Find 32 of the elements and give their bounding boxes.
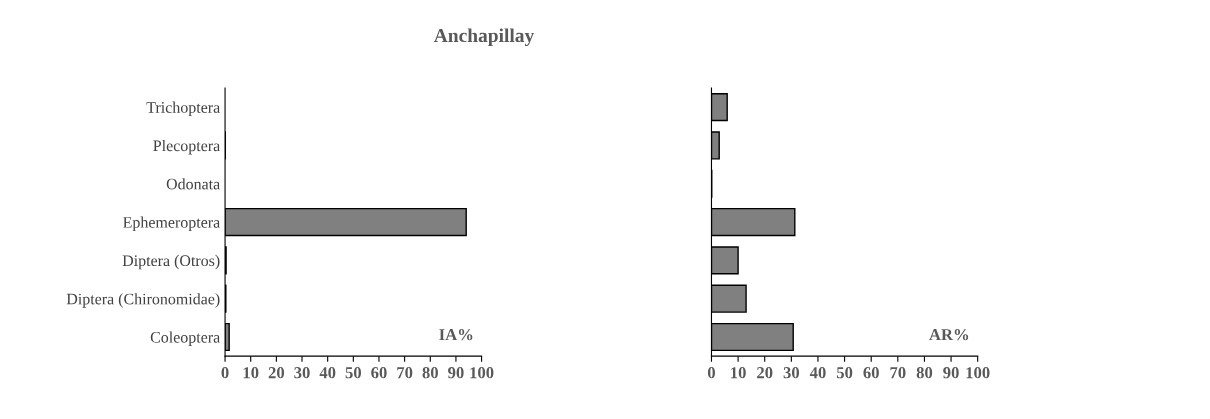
x-tick-label: 70 [890, 367, 906, 379]
x-tick-label: 30 [783, 367, 800, 379]
y-tick-label: Diptera (Otros) [122, 254, 220, 270]
x-tick-label: 10 [731, 367, 746, 379]
y-tick-label: Diptera (Chironomidae) [66, 293, 220, 308]
x-tick-label: 40 [319, 367, 336, 379]
chart-title: Anchapillay [433, 28, 535, 47]
y-tick-label: Trichoptera [146, 101, 220, 117]
x-tick-label: 20 [757, 367, 773, 379]
x-tick-label: 80 [422, 367, 438, 379]
x-tick-label: 100 [470, 367, 494, 379]
x-tick-label: 50 [345, 367, 362, 379]
x-tick-label: 30 [294, 367, 310, 379]
y-tick-label: Plecoptera [153, 139, 220, 155]
x-tick-label: 100 [966, 367, 990, 379]
x-tick-label: 70 [397, 367, 413, 379]
x-tick-label: 60 [371, 367, 387, 379]
x-tick-label: 90 [448, 367, 464, 379]
x-tick-label: 40 [809, 367, 826, 379]
x-tick-label: 20 [268, 367, 285, 379]
x-tick-label: 90 [943, 367, 959, 379]
y-tick-label: Coleoptera [150, 331, 220, 346]
x-tick-label: 0 [221, 367, 229, 379]
x-tick-label: 10 [243, 367, 259, 379]
y-tick-label: Odonata [166, 178, 220, 190]
x-tick-label: 80 [916, 367, 933, 379]
annotation: AR% [929, 328, 969, 341]
x-tick-label: 0 [707, 367, 716, 379]
x-tick-label: 50 [836, 367, 853, 379]
annotation: IA% [439, 328, 473, 341]
x-tick-label: 60 [863, 367, 879, 379]
y-tick-label: Ephemeroptera [123, 216, 220, 232]
